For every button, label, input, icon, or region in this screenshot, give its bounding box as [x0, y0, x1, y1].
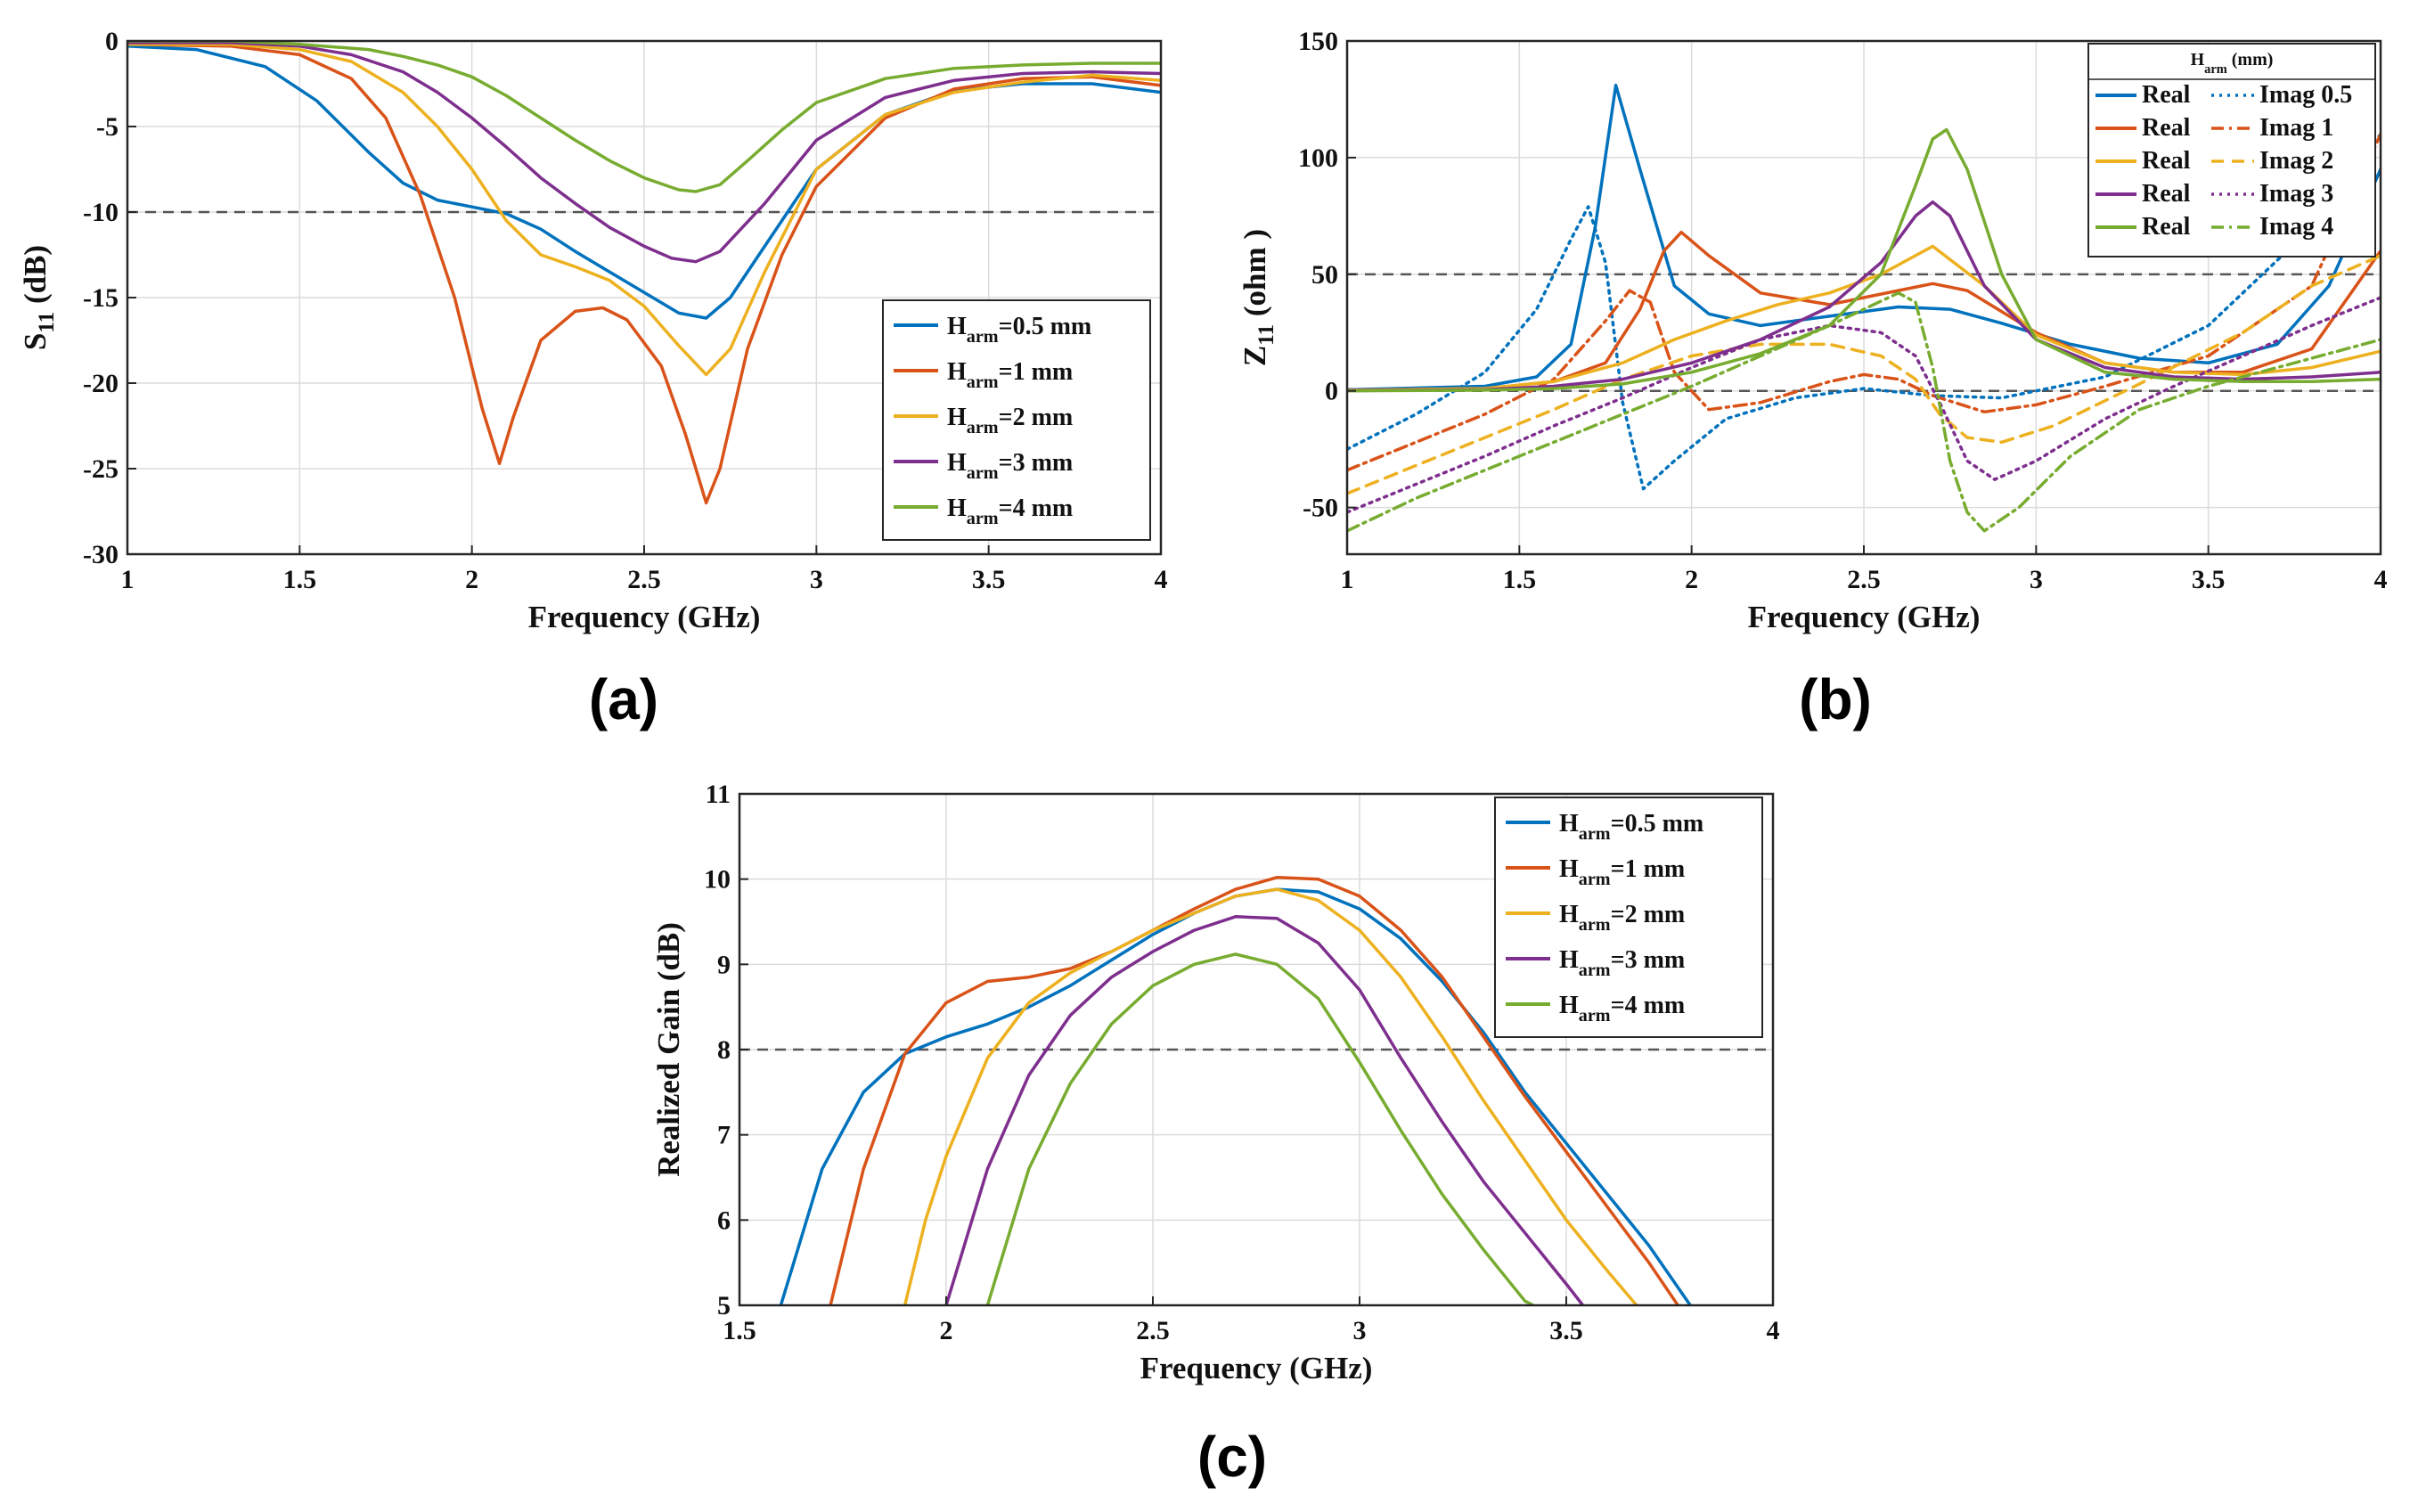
xtick-label-2: 2 [465, 565, 478, 594]
xtick-label-1: 1.5 [283, 565, 317, 594]
legend-label-imag-3: Imag 3 [2259, 180, 2333, 208]
y-axis-label: Z11 (ohm ) [1238, 229, 1279, 366]
legend-label-1: Harm=1 mm [1559, 855, 1685, 889]
xtick-label-6: 4 [2374, 565, 2388, 594]
xtick-label-1: 1.5 [1503, 565, 1537, 594]
legend-label-0: Harm=0.5 mm [1559, 810, 1703, 844]
legend-label-4: Harm=4 mm [1559, 992, 1685, 1026]
xtick-label-3: 2.5 [627, 565, 661, 594]
legend-label-2: Harm=2 mm [947, 404, 1073, 437]
xtick-label-4: 3 [2030, 565, 2043, 594]
ytick-label-2: 7 [717, 1121, 731, 1150]
x-axis-label: Frequency (GHz) [1748, 600, 1981, 634]
legend-label-2: Harm=2 mm [1559, 901, 1685, 935]
legend-label-imag-4: Imag 4 [2259, 213, 2333, 241]
ytick-label-5: -5 [96, 112, 118, 142]
caption-a: (a) [589, 667, 658, 731]
legend-label-0: Harm=0.5 mm [947, 313, 1091, 347]
ytick-label-6: 0 [105, 27, 118, 56]
legend-label-real-2: Real [2142, 147, 2191, 175]
series-line-c-3 [944, 915, 1585, 1305]
ytick-label-1: -25 [83, 454, 118, 484]
xtick-label-3: 2.5 [1847, 565, 1881, 594]
legend-label-imag-2: Imag 2 [2259, 147, 2333, 175]
ytick-label-3: 8 [717, 1035, 731, 1065]
series-line-a-2 [127, 43, 1161, 377]
legend-box [882, 299, 1151, 541]
series-line-b-9 [1347, 291, 2381, 533]
legend-label-3: Harm=3 mm [1559, 946, 1685, 980]
legend-label-imag-1: Imag 1 [2259, 114, 2333, 142]
series-line-b-0 [1347, 83, 2381, 392]
xtick-label-3: 3 [1353, 1316, 1367, 1345]
xtick-label-6: 4 [1155, 565, 1168, 594]
ytick-label-4: 9 [717, 950, 731, 979]
ytick-label-5: 10 [704, 865, 731, 895]
series-line-c-2 [903, 887, 1638, 1305]
legend-label-real-0: Real [2142, 81, 2191, 109]
series-line-b-8 [1347, 127, 2381, 393]
legend-label-real-3: Real [2142, 180, 2191, 208]
panel-a-s11-chart: 1 1.5 2 2.5 3 3.5 4 -30 -25 -20 -15 -10 -5 0 Frequency… [18, 27, 1168, 634]
series-line-b-6 [1347, 200, 2381, 393]
xtick-label-0: 1.5 [723, 1316, 756, 1345]
series-line-b-1 [1347, 132, 2381, 491]
xtick-label-2: 2.5 [1136, 1316, 1170, 1345]
series-line-c-1 [829, 876, 1680, 1305]
legend-label-real-1: Real [2142, 114, 2191, 142]
ytick-label-3: -15 [83, 283, 118, 313]
legend-label-4: Harm=4 mm [947, 494, 1073, 528]
x-axis-label: Frequency (GHz) [528, 600, 761, 634]
ytick-label-1: 0 [1325, 377, 1338, 406]
ytick-label-0: -30 [83, 540, 118, 569]
xtick-label-4: 3.5 [1549, 1316, 1583, 1345]
ytick-label-2: 50 [1311, 260, 1338, 290]
ytick-label-2: -20 [83, 369, 118, 398]
series-line-a-4 [127, 41, 1161, 193]
xtick-label-2: 2 [1685, 565, 1698, 594]
ytick-label-0: -50 [1303, 494, 1338, 523]
ytick-label-0: 5 [717, 1291, 731, 1320]
caption-c: (c) [1197, 1425, 1267, 1489]
series-line-a-1 [127, 43, 1161, 505]
legend-label-imag-0: Imag 0.5 [2259, 81, 2352, 109]
legend-label-1: Harm=1 mm [947, 358, 1073, 392]
legend-box [1494, 797, 1763, 1038]
xtick-label-5: 3.5 [2192, 565, 2226, 594]
xtick-label-5: 4 [1767, 1316, 1780, 1345]
xtick-label-5: 3.5 [972, 565, 1006, 594]
panel-b-z11-chart: 1 1.5 2 2.5 3 3.5 4 -50 0 50 100 150 Frequency (GHz)… [1238, 27, 2388, 634]
xtick-label-4: 3 [810, 565, 823, 594]
x-axis-label: Frequency (GHz) [1140, 1351, 1373, 1385]
legend-title: Harm (mm) [2191, 50, 2274, 77]
series-line-b-3 [1347, 132, 2381, 472]
xtick-label-0: 1 [121, 565, 135, 594]
series-line-c-4 [985, 952, 1535, 1305]
y-axis-label: S11 (dB) [18, 245, 59, 350]
y-axis-label: Realized Gain (dB) [651, 922, 686, 1177]
series-line-a-3 [127, 41, 1161, 264]
legend-label-real-4: Real [2142, 213, 2191, 241]
ytick-label-4: 150 [1298, 27, 1338, 56]
ytick-label-6: 11 [706, 780, 731, 809]
legend-label-3: Harm=3 mm [947, 449, 1073, 483]
ytick-label-3: 100 [1298, 143, 1338, 173]
ytick-label-4: -10 [83, 198, 118, 227]
caption-b: (b) [1799, 667, 1872, 731]
series-line-b-7 [1347, 296, 2381, 514]
ytick-label-1: 6 [717, 1206, 731, 1235]
panel-c-gain-chart: 1.5 2 2.5 3 3.5 4 5 6 7 8 9 10 11 Frequency (GHz) Real… [651, 780, 1780, 1385]
xtick-label-1: 2 [940, 1316, 953, 1345]
xtick-label-0: 1 [1341, 565, 1354, 594]
